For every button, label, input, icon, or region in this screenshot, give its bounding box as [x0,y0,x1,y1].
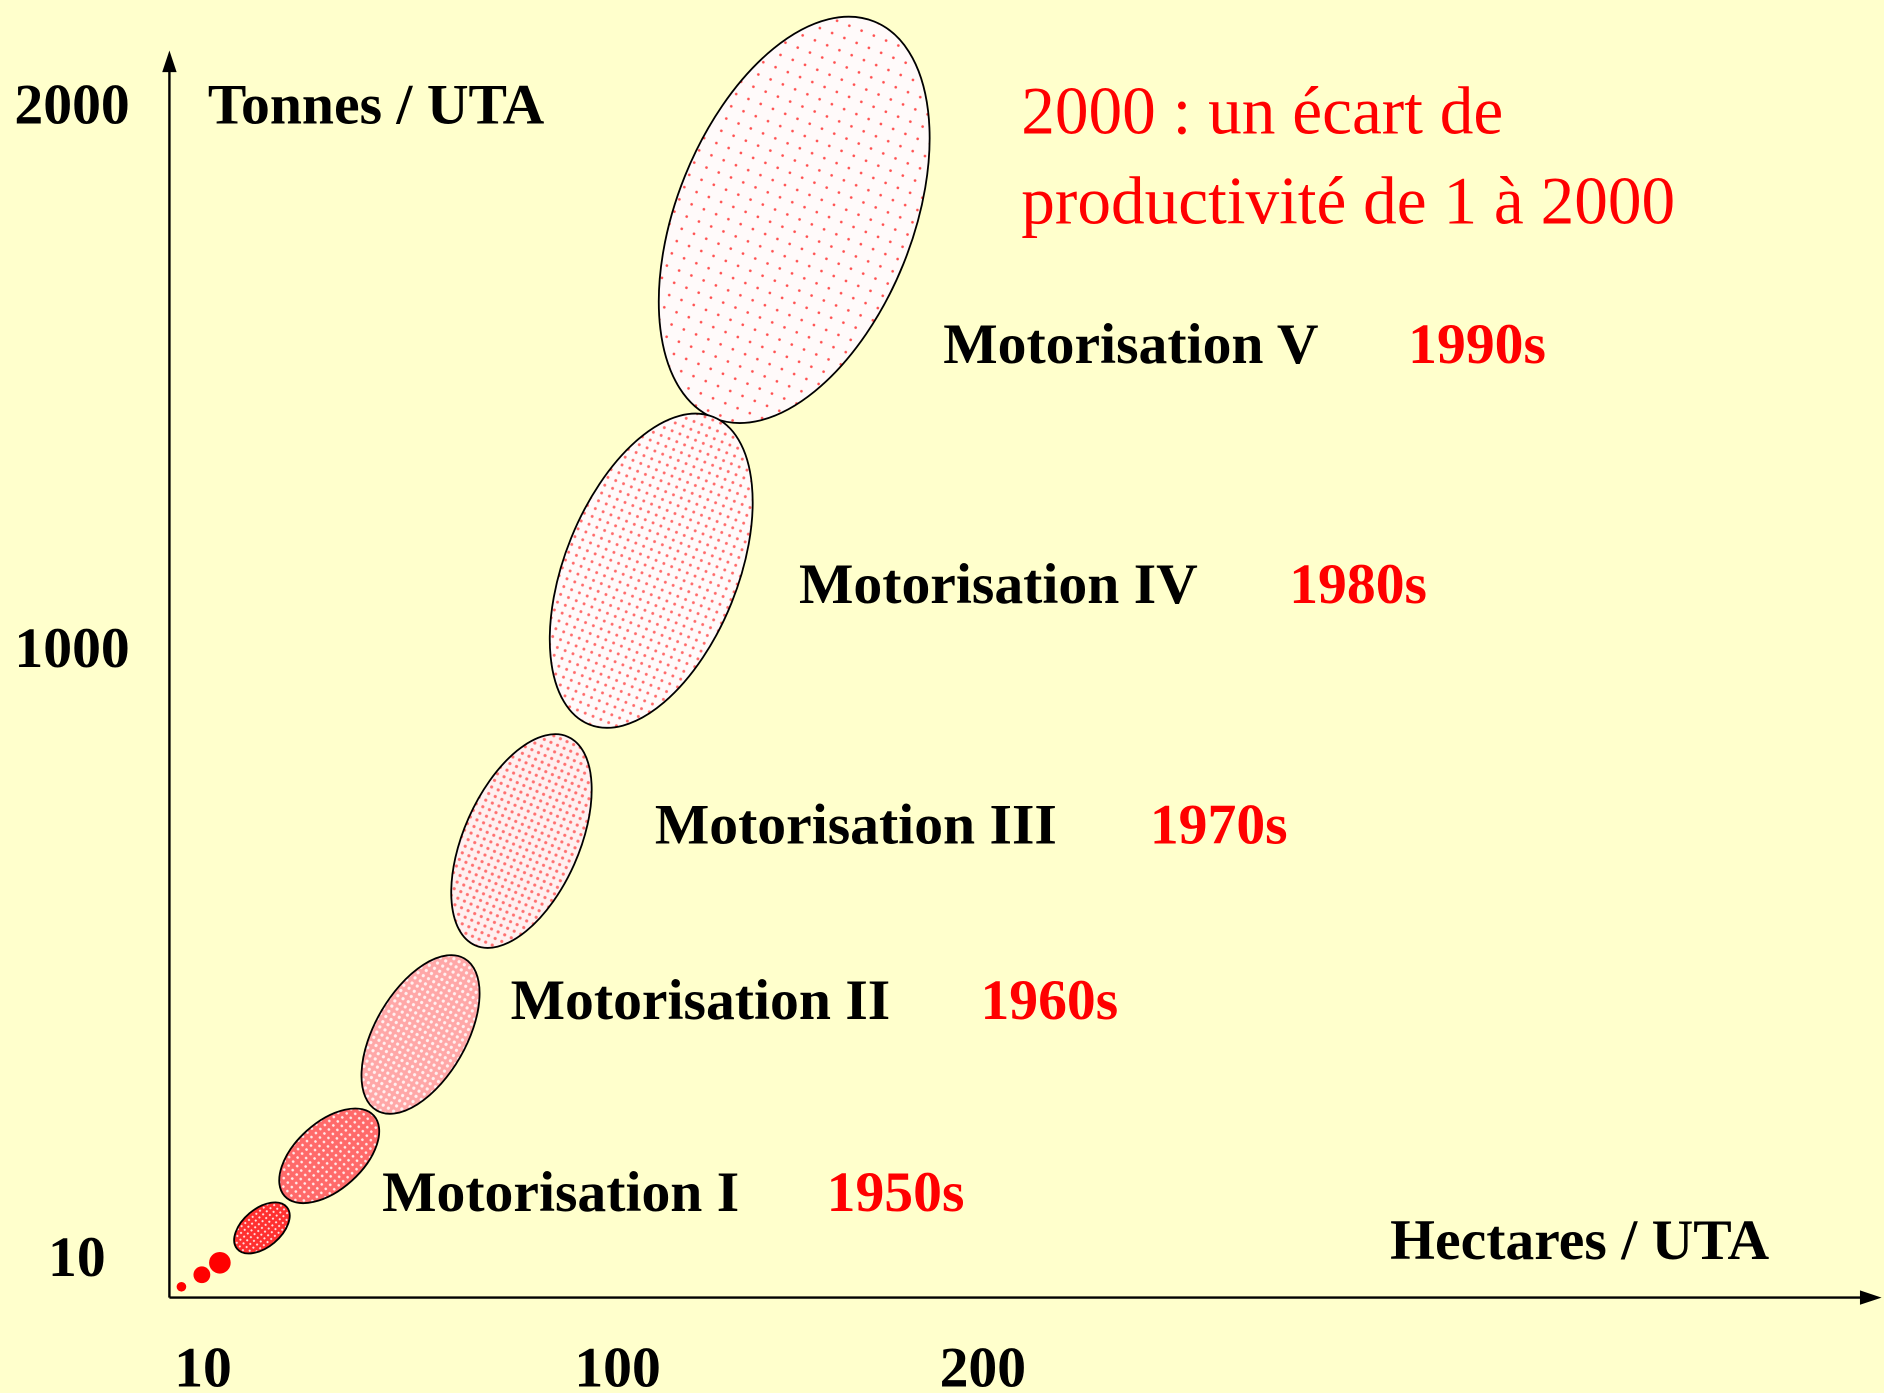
y-tick: 10 [48,1226,106,1289]
ellipse-0 [233,1201,291,1255]
y-tick: 1000 [14,617,129,680]
dot [209,1251,231,1274]
stage-decade: 1990s [1408,313,1546,376]
stage-label: Motorisation III [655,793,1057,856]
stage-label: Motorisation IV [799,553,1198,616]
annotation-line: 2000 : un écart de [1021,73,1503,148]
x-arrow [1859,1290,1882,1305]
axes [168,62,1869,1299]
stage-label: Motorisation I [382,1161,739,1224]
y-arrow [162,50,177,73]
dot [193,1266,211,1284]
stage-label: Motorisation II [511,969,891,1032]
x-tick: 200 [940,1337,1026,1393]
stage-decade: 1960s [980,969,1118,1032]
ellipse-iv [548,412,754,729]
stage-decade: 1980s [1289,553,1427,616]
ellipse-i [278,1107,381,1205]
ellipse-iii [450,733,593,949]
stage-decade: 1970s [1150,793,1288,856]
stage-shapes [233,15,931,1255]
x-axis-label: Hectares / UTA [1390,1209,1769,1272]
stage-label: Motorisation V [943,313,1318,376]
y-axis-label: Tonnes / UTA [208,74,545,137]
stage-decade: 1950s [827,1161,965,1224]
x-tick: 10 [174,1337,232,1393]
y-tick: 2000 [14,74,129,137]
annotation-line: productivité de 1 à 2000 [1021,163,1675,238]
x-tick: 100 [574,1337,660,1393]
dot [176,1281,187,1292]
ellipse-ii [360,954,481,1115]
